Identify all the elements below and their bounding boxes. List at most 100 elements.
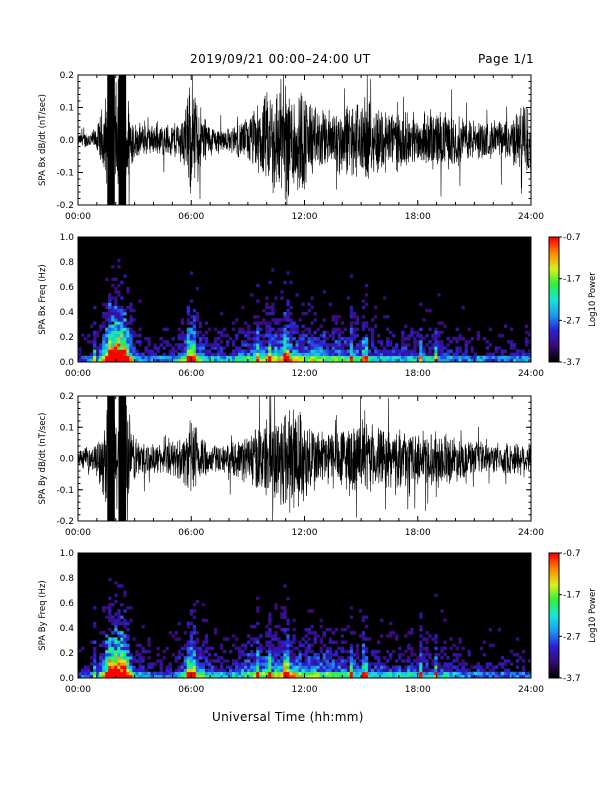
spectrogram-cell [117,305,121,310]
spectrogram-cell [253,674,257,679]
colorbar-step [549,287,559,290]
spectrogram-cell [120,584,124,588]
spectrogram-cell [147,637,151,641]
colorbar-step [549,642,559,646]
spectrogram-cell [383,671,387,676]
spectrogram-cell [419,333,423,338]
spectrogram-cell [129,343,133,347]
spectrogram-cell [491,665,496,669]
spectrogram-cell [283,330,287,335]
colorbar-step [549,553,559,556]
spectrogram-cell [129,653,133,657]
spectrogram-cell [135,352,139,357]
spectrogram-cell [316,358,320,363]
spectrogram-cell [286,618,290,623]
spectrogram-cell [280,337,284,341]
spectrogram-cell [449,662,453,666]
spectrogram-cell [313,631,317,635]
spectrogram-cell [509,346,514,350]
spectrogram-cell [120,668,124,673]
spectrogram-cell [210,659,215,663]
spectrogram-cell [395,352,399,357]
spectrogram-cell [401,674,405,679]
spectrogram-cell [349,308,354,313]
spectrogram-cell [238,668,242,673]
spectrogram-cell [295,659,299,663]
spectrogram-cell [286,596,290,601]
spectrogram-cell [108,308,112,313]
spectrogram-cell [376,358,381,363]
spectrogram-cell [108,640,112,644]
spectrogram-cell [316,656,320,660]
colorbar-step [549,667,559,671]
spectrogram-cell [213,665,218,669]
spectrogram-cell [407,671,411,676]
spectrogram-cell [192,609,197,613]
spectrogram-cell [225,358,230,363]
spectrogram-cell [331,352,335,357]
spectrogram-cell [283,340,287,344]
spectrogram-cell [274,296,278,300]
spectrogram-cell [364,358,369,363]
spectrogram-cell [250,293,254,297]
spectrogram-cell [443,640,447,644]
spectrogram-cell [494,349,499,353]
spectrogram-cell [105,634,109,638]
spectrogram-cell [117,324,121,328]
spectrogram-cell [518,358,523,363]
spectrogram-cell [222,355,227,360]
spectrogram-cell [135,649,139,654]
spectrogram-cell [141,659,145,663]
spectrogram-cell [425,659,429,663]
spectrogram-cell [241,671,245,676]
spectrogram-cell [192,640,197,644]
spectrogram-cell [431,637,435,641]
spectrogram-cell [165,358,169,363]
spectrogram-cell [355,346,360,350]
spectrogram-cell [268,659,272,663]
spectrogram-cell [256,299,260,303]
spectrogram-cell [289,330,293,335]
spectrogram-cell [123,674,127,679]
spectrogram-cell [446,358,450,363]
spectrogram-cell [132,674,136,679]
spectrogram-cell [204,330,209,335]
spectrogram-cell [304,312,308,316]
spectrogram-cell [147,343,151,347]
spectrogram-cell [286,671,290,676]
spectrogram-cell [271,637,275,641]
spectrogram-cell [213,343,218,347]
spectrogram-cell [370,671,375,676]
spectrogram-cell [518,355,523,360]
spectrogram-cell [102,346,106,350]
spectrogram-cell [364,637,369,641]
spectrogram-cell [524,343,529,347]
spectrogram-cell [524,330,529,335]
spectrogram-cell [238,346,242,350]
spectrogram-cell [386,674,390,679]
spectrogram-cell [123,634,127,638]
spectrogram-cell [319,355,323,360]
spectrogram-cell [189,649,194,654]
spectrogram-cell [183,349,188,353]
spectrogram-cell [256,349,260,353]
spectrogram-cell [355,646,360,651]
spectrogram-cell [229,355,233,360]
spectrogram-cell [141,674,145,679]
spectrogram-cell [446,665,450,669]
spectrogram-cell [250,662,254,666]
spectrogram-cell [343,337,348,341]
spectrogram-cell [186,355,191,360]
spectrogram-cell [177,333,181,338]
spectrogram-cell [413,671,417,676]
spectrogram-cell [289,649,293,654]
spectrogram-cell [253,340,257,344]
spectrogram-cell [235,646,239,651]
spectrogram-cell [90,640,94,644]
spectrogram-cell [307,352,311,357]
spectrogram-cell [204,662,209,666]
spectrogram-cell [186,349,191,353]
spectrogram-cell [289,349,293,353]
spectrogram-cell [292,668,296,673]
spectrogram-cell [470,346,474,350]
